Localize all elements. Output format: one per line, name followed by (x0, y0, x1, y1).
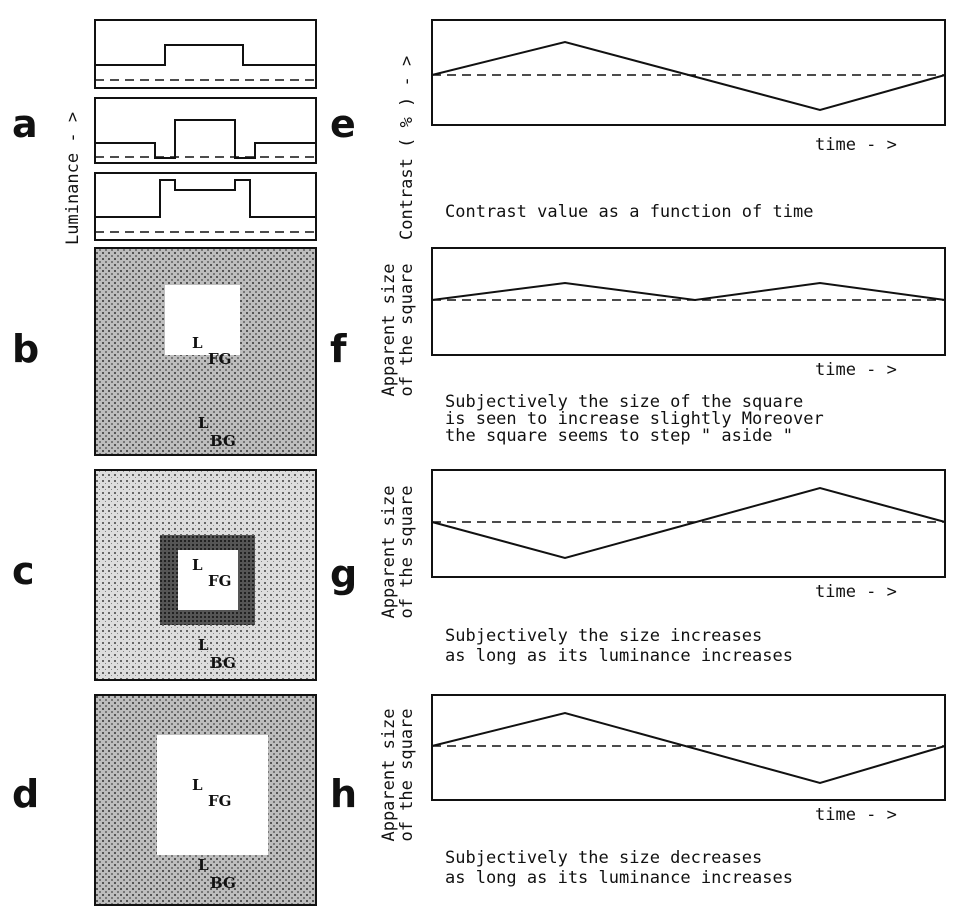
profile (95, 180, 316, 217)
y-axis-label: of the square (397, 708, 417, 841)
y-axis-label: Apparent size (379, 708, 399, 841)
panel-letter: e (330, 102, 356, 146)
panel-letter: a (12, 102, 38, 146)
curve (432, 42, 945, 110)
y-axis-label: Contrast ( % ) - > (397, 56, 417, 240)
region-label: L (198, 414, 209, 432)
y-axis-label: Luminance - > (63, 112, 83, 245)
region-label: L (192, 556, 203, 574)
region-label: FG (208, 572, 231, 590)
panel-letter: h (330, 772, 357, 816)
frame (95, 98, 316, 163)
x-axis-label: time - > (815, 135, 897, 155)
figure: abcdLuminance - >LFGLBGLFGLBGLFGLBGetime… (0, 0, 958, 911)
caption: Contrast value as a function of time (445, 202, 813, 222)
region-label: BG (210, 432, 236, 450)
region-label: L (192, 334, 203, 352)
caption: Subjectively the size decreases (445, 848, 762, 868)
frame (432, 248, 945, 355)
profile (95, 45, 316, 65)
caption: the square seems to step " aside " (445, 426, 793, 446)
y-axis-label: of the square (397, 485, 417, 618)
region-label: L (198, 856, 209, 874)
frame (432, 20, 945, 125)
profile (95, 120, 316, 158)
caption: as long as its luminance increases (445, 868, 793, 888)
curve (432, 713, 945, 783)
x-axis-label: time - > (815, 360, 897, 380)
region-label: FG (208, 792, 231, 810)
y-axis-label: of the square (397, 263, 417, 396)
region-label: L (198, 636, 209, 654)
region-label: FG (208, 350, 231, 368)
curve (432, 283, 945, 300)
x-axis-label: time - > (815, 582, 897, 602)
panel-letter: d (12, 772, 39, 816)
frame (95, 173, 316, 240)
region-label: BG (210, 874, 236, 892)
y-axis-label: Apparent size (379, 263, 399, 396)
curve (432, 488, 945, 558)
caption: Subjectively the size increases (445, 626, 762, 646)
region-label: L (192, 776, 203, 794)
caption: as long as its luminance increases (445, 646, 793, 666)
panel-letter: f (330, 327, 347, 371)
panel-letter: c (12, 549, 35, 593)
y-axis-label: Apparent size (379, 485, 399, 618)
panel-letter: g (330, 552, 357, 596)
panel-letter: b (12, 327, 39, 371)
frame (95, 20, 316, 88)
x-axis-label: time - > (815, 805, 897, 825)
region-label: BG (210, 654, 236, 672)
